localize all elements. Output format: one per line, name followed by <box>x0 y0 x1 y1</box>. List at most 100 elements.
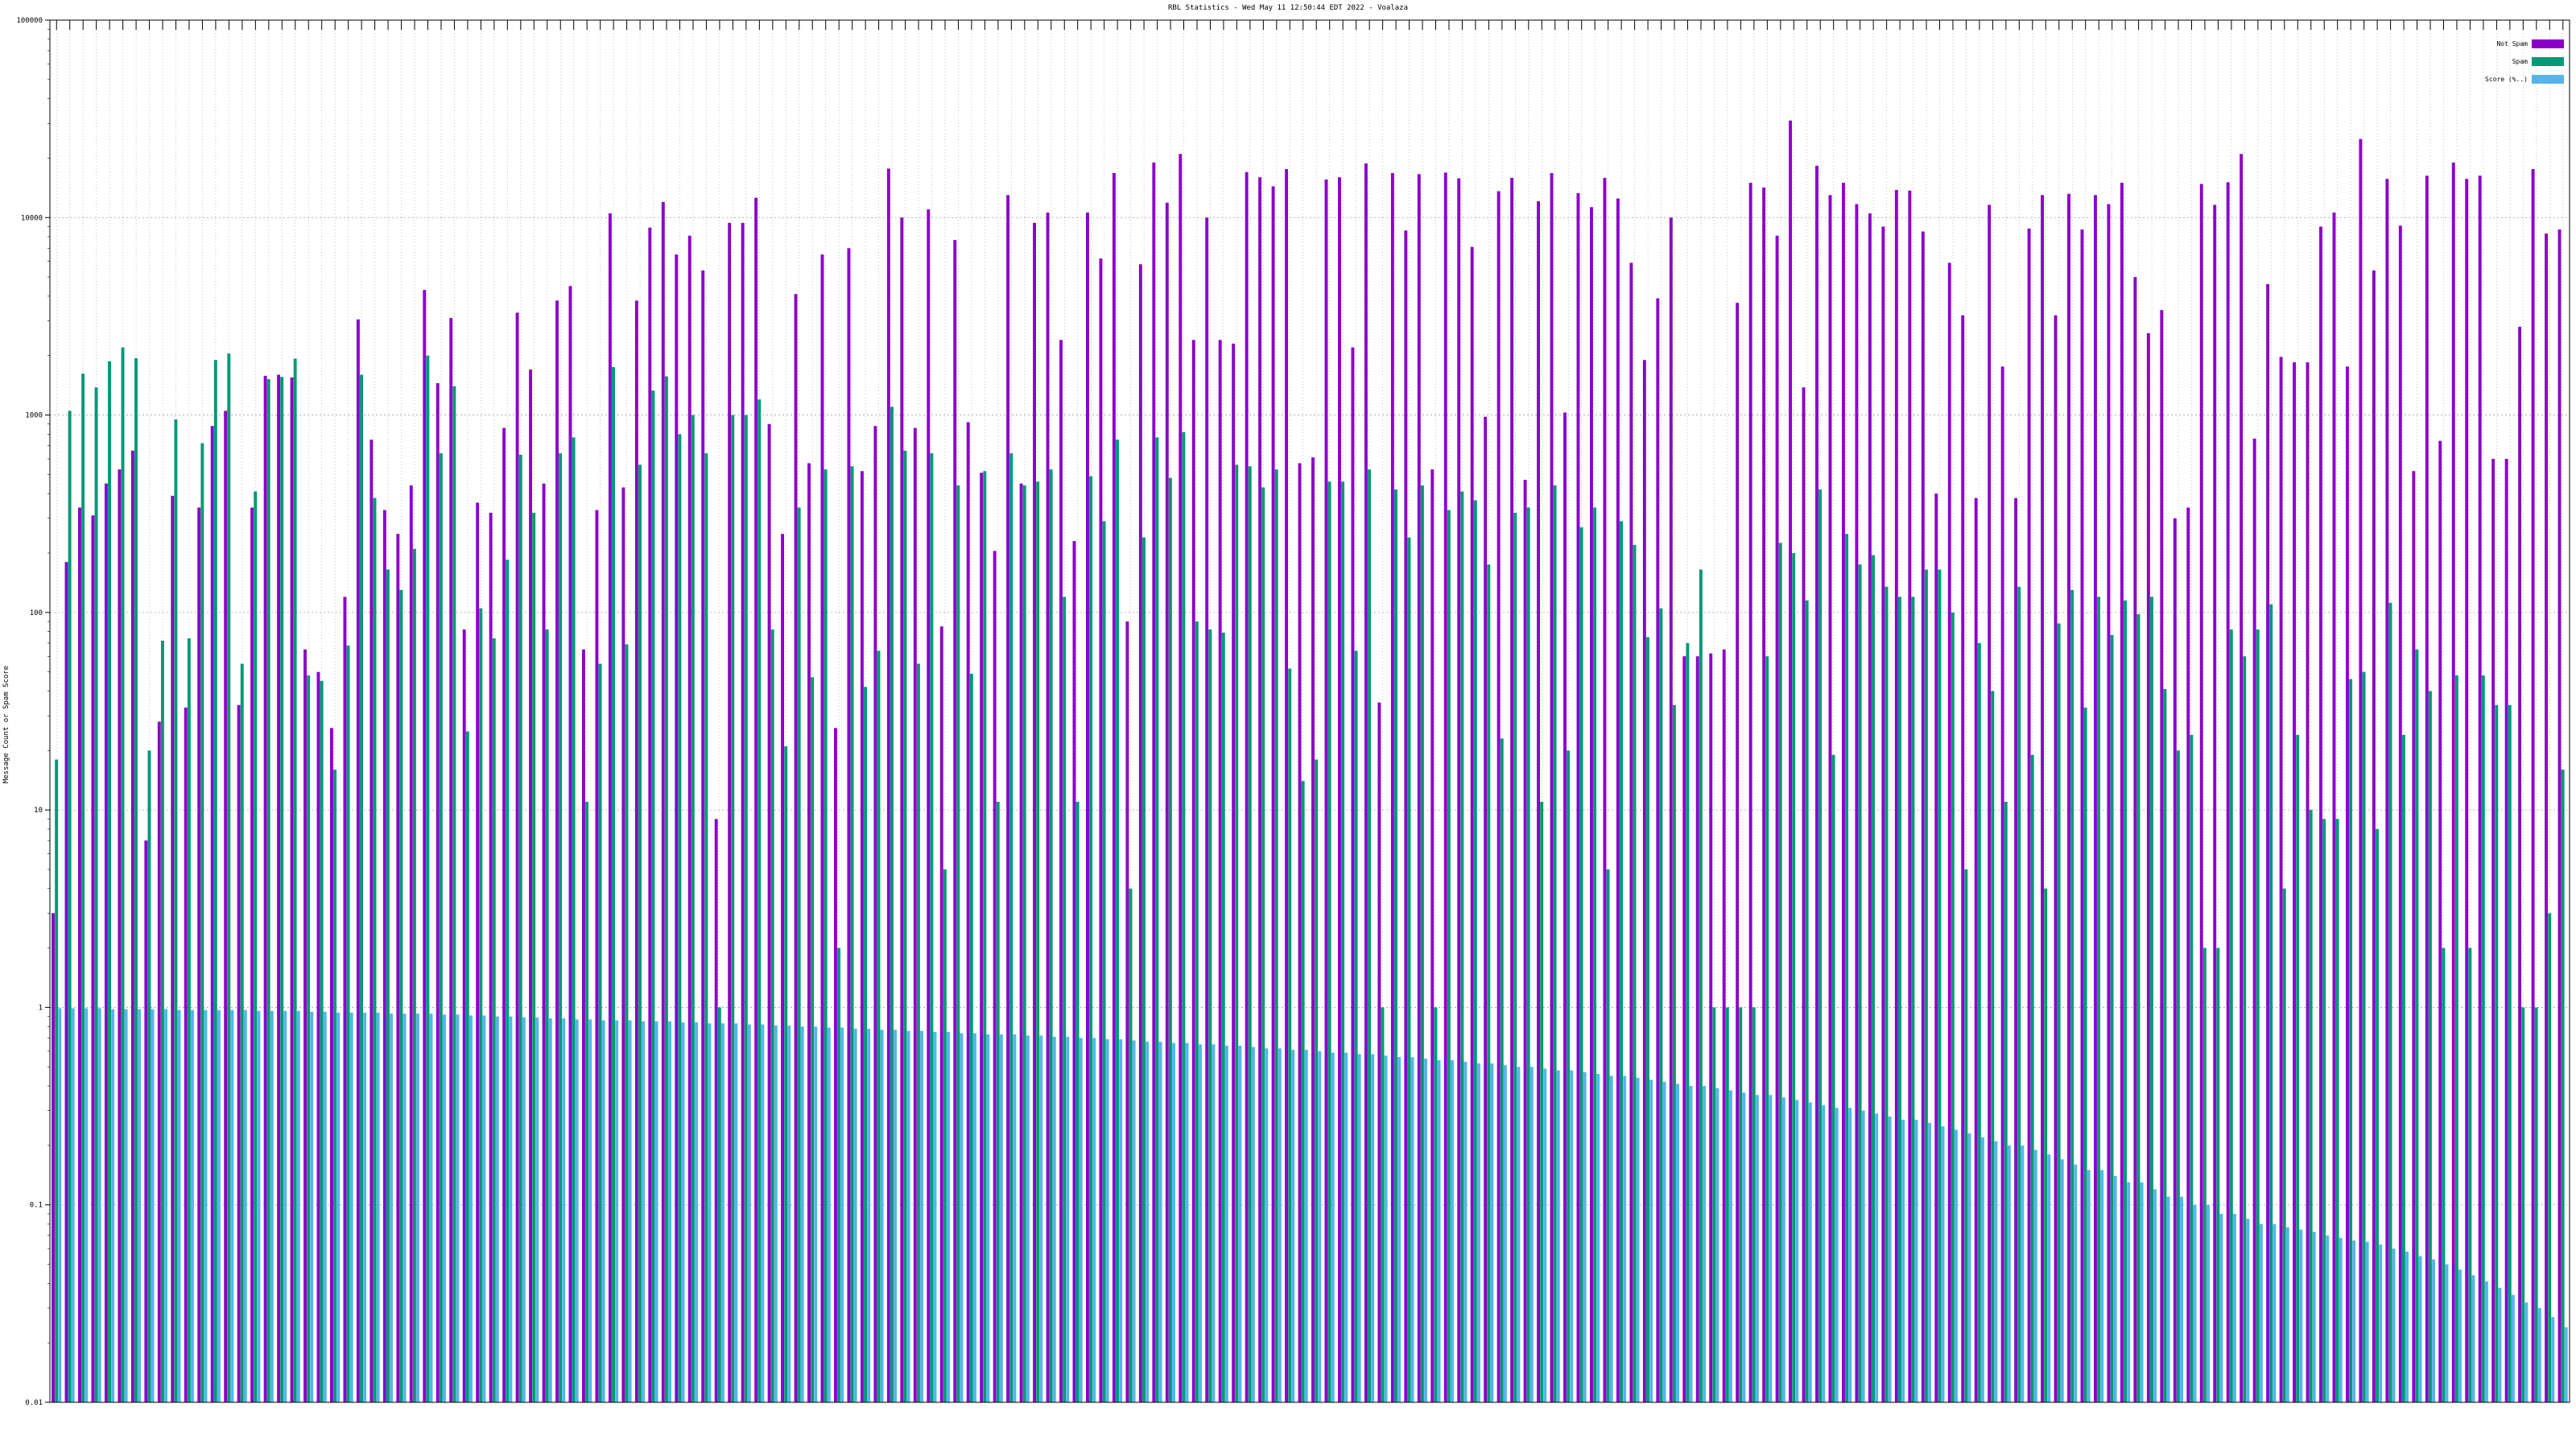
bar-spam <box>307 675 311 1402</box>
bar-score <box>58 1008 62 1402</box>
bar-not-spam <box>2359 138 2363 1403</box>
bar-not-spam <box>927 209 931 1402</box>
bar-not-spam <box>157 721 161 1402</box>
bar-score <box>2418 1256 2422 1402</box>
bar-not-spam <box>2054 315 2058 1402</box>
bar-not-spam <box>396 534 400 1402</box>
bar-spam <box>1248 466 1252 1402</box>
bar-score <box>986 1034 990 1402</box>
legend-label-not-spam: Not Spam <box>2496 40 2528 47</box>
bar-not-spam <box>1006 195 1010 1403</box>
bar-not-spam <box>184 707 188 1402</box>
bar-spam <box>465 731 469 1402</box>
bar-spam <box>2468 947 2472 1402</box>
bar-not-spam <box>1629 262 1633 1402</box>
y-tick-label: 100 <box>30 609 43 617</box>
y-tick-label: 0.1 <box>30 1202 43 1210</box>
bar-not-spam <box>714 819 718 1402</box>
bar-not-spam <box>1019 483 1023 1402</box>
bar-spam <box>1288 668 1292 1402</box>
bar-not-spam <box>900 217 904 1402</box>
bar-not-spam <box>2319 226 2322 1402</box>
bar-spam <box>1368 469 1371 1403</box>
bar-score <box>840 1027 844 1402</box>
bar-not-spam <box>1642 360 1646 1403</box>
bar-not-spam <box>2199 184 2203 1402</box>
bar-score <box>1199 1044 1202 1402</box>
bar-spam <box>2150 597 2153 1402</box>
bar-score <box>2140 1182 2144 1402</box>
bar-spam <box>1301 781 1305 1402</box>
bar-not-spam <box>2094 195 2097 1403</box>
bar-not-spam <box>277 374 281 1402</box>
bar-score <box>642 1021 646 1402</box>
bar-score <box>376 1013 380 1402</box>
bar-not-spam <box>913 427 917 1402</box>
bar-not-spam <box>1258 177 1262 1403</box>
bar-not-spam <box>436 382 440 1402</box>
bar-score <box>363 1013 367 1402</box>
bar-spam <box>1473 500 1477 1402</box>
bar-spam <box>386 569 390 1402</box>
bar-score <box>2458 1269 2462 1402</box>
bar-score <box>2339 1237 2343 1402</box>
bar-spam <box>1898 597 1901 1402</box>
plot-frame <box>49 19 2570 1403</box>
bar-spam <box>2057 623 2061 1402</box>
bar-spam <box>479 608 483 1402</box>
bar-score <box>867 1028 871 1402</box>
bar-score <box>947 1032 950 1402</box>
bar-not-spam <box>210 426 214 1403</box>
bar-not-spam <box>476 502 480 1402</box>
bar-not-spam <box>834 728 837 1402</box>
bar-not-spam <box>1470 246 1474 1402</box>
bar-score <box>2087 1170 2091 1402</box>
bar-not-spam <box>1988 204 1992 1403</box>
bar-score <box>1742 1092 1746 1402</box>
bar-score <box>1662 1081 1666 1402</box>
bar-score <box>575 1019 579 1402</box>
bar-score <box>2312 1232 2316 1402</box>
bar-spam <box>2070 589 2074 1402</box>
bar-spam <box>1129 888 1133 1402</box>
bar-spam <box>373 497 377 1402</box>
bar-spam <box>1315 759 1319 1402</box>
bar-score <box>2232 1213 2236 1402</box>
bar-not-spam <box>2293 362 2297 1402</box>
bar-score <box>1344 1052 1348 1402</box>
bar-spam <box>1195 621 1199 1402</box>
bar-not-spam <box>2014 497 2018 1402</box>
bar-score <box>2127 1182 2131 1402</box>
bar-not-spam <box>1232 343 1236 1403</box>
bar-spam <box>147 750 151 1402</box>
bar-score <box>1901 1119 1905 1402</box>
bar-score <box>2273 1224 2277 1402</box>
bar-not-spam <box>993 551 997 1402</box>
bar-score <box>1146 1042 1150 1402</box>
bar-spam <box>121 347 125 1403</box>
bar-spam <box>2376 828 2379 1402</box>
bar-not-spam <box>939 626 943 1402</box>
bar-spam <box>625 644 629 1402</box>
bar-score <box>2207 1204 2210 1402</box>
bar-score <box>615 1020 619 1402</box>
bar-spam <box>1765 656 1769 1402</box>
bar-not-spam <box>2133 277 2137 1402</box>
bar-not-spam <box>224 411 228 1402</box>
bar-not-spam <box>980 473 984 1402</box>
bar-spam <box>2454 675 2458 1402</box>
bar-score <box>71 1008 75 1402</box>
legend-swatch-score <box>2532 75 2564 84</box>
bar-not-spam <box>568 286 572 1403</box>
bar-score <box>2524 1302 2529 1402</box>
bar-score <box>1728 1090 1732 1402</box>
bar-spam <box>399 589 403 1402</box>
bar-score <box>880 1030 884 1402</box>
bar-score <box>2100 1170 2104 1402</box>
bar-spam <box>930 453 934 1402</box>
bar-score <box>230 1009 234 1402</box>
bar-not-spam <box>1271 186 1275 1403</box>
bar-score <box>177 1009 181 1402</box>
bar-score <box>283 1010 287 1402</box>
bar-score <box>800 1026 804 1402</box>
